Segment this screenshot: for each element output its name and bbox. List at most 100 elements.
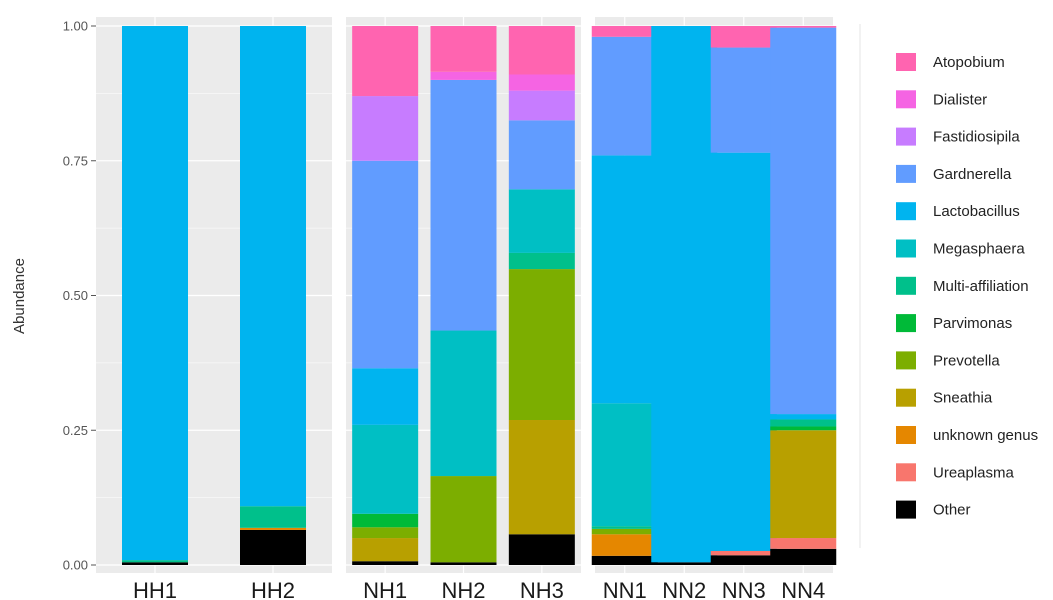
legend-label: Ureaplasma [933, 464, 1015, 481]
bar-segment-NH3-megasphaera [508, 189, 575, 253]
y-tick-label: 0.00 [63, 558, 88, 573]
legend-label: Fastidiosipila [933, 129, 1020, 146]
bar-segment-NN4-parvimonas [770, 426, 837, 431]
legend-label: Atopobium [933, 54, 1005, 71]
bar-segment-NN4-lactobacillus [770, 414, 837, 420]
bar-segment-NN1-atopobium [591, 26, 658, 37]
legend-swatch [896, 127, 916, 146]
bar-segment-NN1-lactobacillus [591, 155, 658, 404]
bar-NH2 [430, 26, 497, 565]
bar-NH1 [352, 26, 419, 565]
legend-item-dialister: Dialister [896, 90, 987, 109]
bar-segment-NN2-lactobacillus [651, 26, 718, 563]
bar-segment-HH1-multi-affiliation [122, 560, 188, 563]
legend-swatch [896, 239, 916, 258]
legend-item-other: Other [896, 500, 971, 519]
facet-panel-2: NH1 NH2 NH3 [346, 17, 581, 600]
bar-segment-NH1-fastidiosipila [352, 96, 419, 161]
bar-HH1 [122, 26, 188, 565]
legend-label: Prevotella [933, 352, 1000, 369]
legend-label: Multi-affiliation [933, 278, 1029, 295]
y-tick-label: 0.75 [63, 153, 88, 168]
y-axis: 0.00 0.25 0.50 0.75 1.00 [63, 19, 96, 573]
y-axis-title: Abundance [11, 258, 28, 334]
legend-item-prevotella: Prevotella [896, 351, 1000, 370]
bar-segment-NH3-atopobium [508, 26, 575, 75]
bar-segment-NH3-multi-affiliation [508, 252, 575, 270]
x-tick-label-HH2: HH2 [251, 578, 295, 600]
bar-segment-HH2-unknown-genus [240, 527, 306, 530]
legend-label: Sneathia [933, 390, 993, 407]
legend-swatch [896, 53, 916, 71]
bar-segment-NN1-multi-affiliation [591, 526, 658, 529]
legend-swatch [896, 314, 916, 333]
bar-NN1 [591, 26, 658, 565]
bar-segment-HH1-other [122, 562, 188, 565]
bar-segment-NN3-ureaplasma [710, 550, 777, 556]
x-tick-label-NH2: NH2 [441, 578, 485, 600]
bar-segment-NN3-atopobium [710, 26, 777, 48]
bar-segment-NN3-other [710, 555, 777, 565]
bar-segment-NN4-atopobium [770, 26, 837, 28]
bar-segment-HH2-multi-affiliation [240, 506, 306, 528]
facet-panel-1: HH1 HH2 [96, 17, 332, 600]
legend-swatch [896, 351, 916, 370]
legend-swatch [896, 500, 916, 519]
bar-segment-HH1-lactobacillus [122, 26, 188, 561]
bar-segment-NN1-unknown-genus [591, 534, 658, 556]
bar-segment-NH2-atopobium [430, 26, 497, 72]
legend-item-megasphaera: Megasphaera [896, 239, 1025, 258]
bar-segment-NH1-parvimonas [352, 513, 419, 528]
legend-label: Megasphaera [933, 241, 1025, 258]
facet-panel-3: NN1 NN2 NN3 NN4 [591, 17, 837, 600]
bar-segment-NH2-other [430, 562, 497, 565]
bar-segment-NH1-sneathia [352, 538, 419, 562]
bar-segment-NN4-ureaplasma [770, 538, 837, 549]
bar-segment-HH2-other [240, 529, 306, 565]
legend-swatch [896, 426, 916, 444]
bar-segment-NH1-atopobium [352, 26, 419, 97]
bar-segment-NH1-other [352, 561, 419, 565]
legend-item-unknown-genus: unknown genus [896, 426, 1038, 444]
y-tick-label: 0.25 [63, 423, 88, 438]
x-tick-label-NN2: NN2 [662, 578, 706, 600]
facet-panels: HH1 HH2 NH1 NH2 NH3 NN1 NN2 NN3 NN4 [96, 17, 837, 600]
bar-segment-NN4-sneathia [770, 430, 837, 539]
y-tick-label: 0.50 [63, 288, 88, 303]
legend-item-multi-affiliation: Multi-affiliation [896, 276, 1029, 295]
bar-NN2 [651, 26, 718, 565]
bar-NN3 [710, 26, 777, 565]
legend-item-gardnerella: Gardnerella [896, 164, 1012, 183]
bar-segment-NN1-gardnerella [591, 36, 658, 156]
x-tick-label-HH1: HH1 [133, 578, 177, 600]
bar-segment-NH3-sneathia [508, 420, 575, 535]
bar-segment-NN4-other [770, 548, 837, 565]
bar-segment-NH1-prevotella [352, 527, 419, 539]
bar-segment-NH1-gardnerella [352, 160, 419, 369]
legend-item-fastidiosipila: Fastidiosipila [896, 127, 1020, 146]
bar-segment-HH2-lactobacillus [240, 26, 306, 507]
legend: Atopobium Dialister Fastidiosipila Gardnere… [859, 24, 1038, 548]
bar-segment-NH3-other [508, 534, 575, 565]
bar-HH2 [240, 26, 306, 565]
legend-item-parvimonas: Parvimonas [896, 314, 1012, 333]
legend-swatch [896, 90, 916, 109]
bar-segment-NN3-lactobacillus [710, 152, 777, 551]
bar-segment-NH2-dialister [430, 71, 497, 80]
bar-segment-NN2-other [651, 562, 718, 565]
x-tick-label-NN1: NN1 [603, 578, 647, 600]
legend-swatch [896, 388, 916, 407]
legend-swatch [896, 276, 916, 295]
bar-NH3 [508, 26, 575, 565]
legend-swatch [896, 202, 916, 221]
bar-segment-NH2-megasphaera [430, 330, 497, 477]
x-tick-label-NN4: NN4 [781, 578, 825, 600]
legend-item-lactobacillus: Lactobacillus [896, 202, 1020, 221]
legend-label: unknown genus [933, 427, 1038, 444]
bar-segment-NH2-gardnerella [430, 79, 497, 331]
bar-segment-NH3-prevotella [508, 269, 575, 421]
legend-label: Gardnerella [933, 166, 1012, 183]
bar-NN4 [770, 26, 837, 565]
bar-segment-NH3-gardnerella [508, 120, 575, 190]
